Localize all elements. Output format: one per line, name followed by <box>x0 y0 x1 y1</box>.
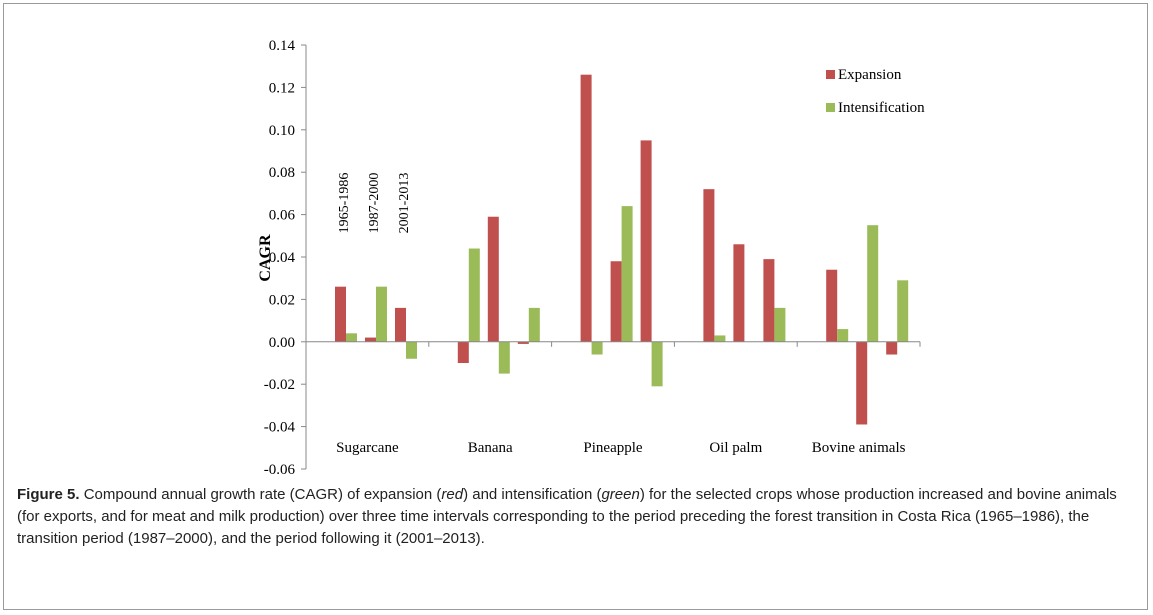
bar <box>498 341 510 374</box>
bar <box>487 216 499 342</box>
bar <box>886 341 898 355</box>
bar <box>376 286 387 342</box>
bar <box>468 248 480 342</box>
y-tick-label: 0.06 <box>269 208 296 224</box>
caption-label: Figure 5. <box>17 486 80 503</box>
bar <box>640 140 652 342</box>
period-label: 1965-1986 <box>337 173 352 234</box>
bar <box>395 307 406 342</box>
y-tick-label: 0.04 <box>269 250 296 266</box>
bar <box>517 341 529 344</box>
period-label: 2001-2013 <box>397 173 412 234</box>
bar <box>346 333 357 342</box>
bar <box>610 261 622 342</box>
bar <box>580 74 592 342</box>
caption-italic: green <box>601 486 640 503</box>
caption: Figure 5. Compound annual growth rate (C… <box>17 484 1127 550</box>
legend-swatch <box>826 103 835 112</box>
y-tick-label: 0.10 <box>269 123 295 139</box>
bar <box>365 337 376 342</box>
bar <box>457 341 469 363</box>
bar <box>651 341 663 387</box>
caption-text: Compound annual growth rate (CAGR) of ex… <box>83 486 442 503</box>
chart: CAGR -0.06 -0.04 -0.02 0.00 0.02 0.04 0.06 0.08… <box>257 38 925 478</box>
bar <box>733 244 745 342</box>
bar <box>703 189 715 342</box>
period-label: 1987-2000 <box>367 173 382 234</box>
caption-text: ) and intensification ( <box>463 486 602 503</box>
bar <box>621 206 633 342</box>
bar <box>774 307 786 342</box>
bar <box>591 341 603 355</box>
bar <box>335 286 346 342</box>
bar <box>406 341 417 359</box>
caption-text: ) for the selected crops whose productio… <box>17 486 1117 547</box>
y-tick-label: 0.14 <box>269 38 296 54</box>
y-tick-label: 0.12 <box>269 80 295 96</box>
bar <box>826 269 838 342</box>
bar <box>897 280 909 342</box>
y-tick-label: 0.08 <box>269 165 295 181</box>
x-tick-label: Oil palm <box>709 440 762 456</box>
x-tick-label: Bovine animals <box>812 440 906 456</box>
y-axis-label: CAGR <box>257 234 274 282</box>
x-tick-label: Banana <box>468 440 513 456</box>
bar <box>528 307 540 342</box>
y-tick-label: -0.02 <box>264 377 295 393</box>
y-tick-label: -0.04 <box>264 420 296 436</box>
bar <box>763 259 775 342</box>
legend-label: Expansion <box>838 67 902 83</box>
bar <box>837 329 849 342</box>
x-tick-label: Pineapple <box>583 440 642 456</box>
legend-swatch <box>826 70 835 79</box>
y-tick-label: 0.00 <box>269 335 295 351</box>
figure-frame <box>3 3 1148 610</box>
bar <box>714 335 726 342</box>
legend-label: Intensification <box>838 100 925 116</box>
bar <box>867 225 879 342</box>
x-tick-label: Sugarcane <box>336 440 399 456</box>
y-tick-label: 0.02 <box>269 292 295 308</box>
caption-italic: red <box>441 486 464 503</box>
y-tick-label: -0.06 <box>264 462 296 478</box>
bar <box>856 341 868 425</box>
